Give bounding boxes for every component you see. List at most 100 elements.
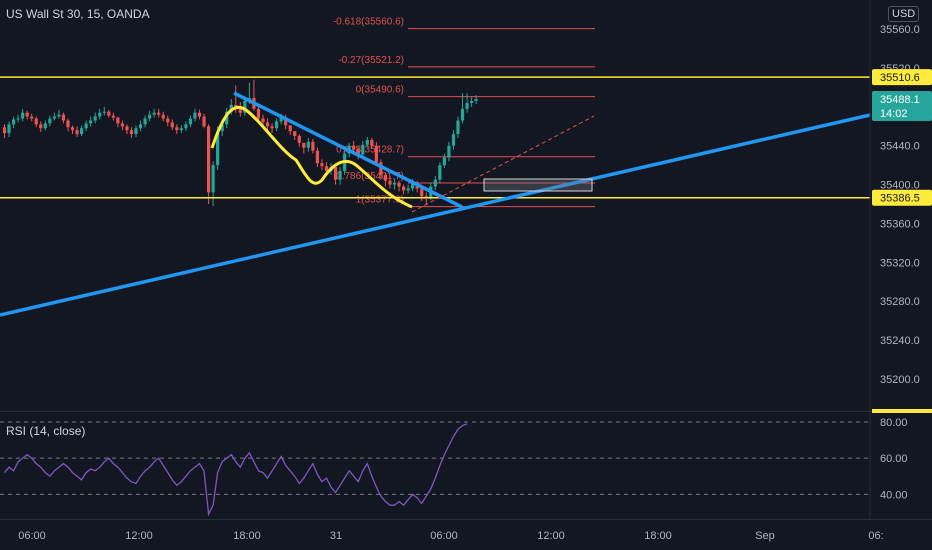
candle-body (338, 170, 342, 180)
candle-body (302, 142, 306, 148)
price-tick-label: 35560.0 (880, 24, 920, 36)
drawing-overlays (0, 76, 871, 317)
currency-button[interactable]: USD (888, 6, 920, 22)
candle-body (352, 145, 356, 150)
candle-body (70, 127, 75, 131)
candle-body (211, 165, 215, 193)
wave-curve (210, 105, 413, 209)
candle-body (179, 128, 183, 131)
candle-body (438, 165, 442, 180)
candle-body (279, 117, 283, 122)
candle-body (397, 182, 401, 187)
rsi-tick-label: 40.00 (880, 489, 908, 501)
candle-body (275, 121, 279, 129)
price-axis[interactable]: 35560.035520.035480.035440.035400.035360… (0, 0, 932, 520)
candle-body (383, 174, 388, 181)
symbol-title[interactable]: US Wall St 30, 15, OANDA (6, 7, 150, 21)
candle-body (238, 108, 242, 113)
candle-body (66, 120, 70, 128)
candle-body (52, 116, 56, 119)
candle-body (406, 188, 410, 191)
candle-body (315, 150, 320, 164)
price-badge-label: 35386.5 (880, 193, 920, 205)
candle-body (89, 120, 93, 124)
candle-body (392, 182, 397, 185)
rsi-indicator-label[interactable]: RSI (14, close) (6, 424, 86, 438)
fib-level-label: 0(35490.6) (356, 85, 404, 96)
candle-body (256, 108, 261, 119)
candle-body (111, 115, 115, 118)
rsi-line (4, 423, 468, 517)
candle-body (157, 112, 161, 115)
candle-body (11, 119, 16, 125)
candle-body (370, 139, 374, 146)
candle-body (188, 118, 193, 125)
time-tick-label: 18:00 (233, 530, 261, 542)
candle-body (7, 124, 11, 134)
time-tick-label: 18:00 (644, 530, 672, 542)
candle-body (474, 99, 478, 102)
candle-body (116, 117, 120, 124)
candle-body (465, 102, 469, 109)
candle-body (374, 145, 378, 163)
fib-level-label: -0.618(35560.6) (333, 17, 404, 28)
time-tick-label: 06: (868, 530, 883, 542)
candle-body (470, 101, 474, 103)
candle-body (57, 114, 61, 117)
candle-body (161, 114, 165, 119)
candle-body (401, 186, 406, 191)
candle-body (265, 122, 270, 127)
candle-body (170, 122, 174, 128)
candle-body (84, 123, 88, 129)
candle-body (16, 118, 20, 120)
time-tick-label: 12:00 (125, 530, 153, 542)
candle-body (451, 134, 456, 146)
candle-body (134, 128, 138, 135)
candle-body (129, 130, 134, 135)
candle-body (125, 126, 129, 131)
time-tick-label: Sep (755, 530, 775, 542)
candle-body (39, 124, 43, 129)
price-tick-label: 35400.0 (880, 180, 920, 192)
candle-body (288, 125, 292, 132)
time-tick-label: 12:00 (537, 530, 565, 542)
candle-body (420, 188, 424, 197)
candle-body (460, 108, 465, 121)
price-tick-label: 35360.0 (880, 218, 920, 230)
price-tick-label: 35440.0 (880, 141, 920, 153)
ascending-trendline (0, 113, 871, 317)
candle-body (270, 126, 274, 129)
candle-body (442, 157, 446, 166)
candle-body (75, 130, 79, 135)
candle-body (261, 118, 265, 123)
time-tick-label: 06:00 (430, 530, 458, 542)
price-badges: 35510.6 35488.1 14:02 35386.5 (872, 69, 932, 413)
price-badge-label: 35488.1 (880, 94, 920, 106)
candle-body (365, 139, 369, 145)
candle-body (98, 112, 102, 117)
candle-body (379, 162, 383, 175)
candle-body (324, 166, 329, 171)
candle-body (356, 149, 360, 155)
rsi-series (4, 423, 468, 517)
candle-body (152, 112, 156, 115)
candle-body (225, 111, 229, 125)
rsi-tick-label: 80.00 (880, 417, 908, 429)
time-axis[interactable]: 06:00 12:00 18:00 31 06:00 12:00 18:00 Sep 06: (18, 530, 883, 542)
candle-body (184, 124, 188, 129)
price-tick-label: 35320.0 (880, 257, 920, 269)
candle-body (61, 114, 66, 121)
candle-body (34, 118, 38, 125)
candle-body (193, 112, 197, 119)
candle-body (447, 145, 451, 158)
candle-body (175, 127, 179, 131)
candlestick-series (2, 79, 478, 206)
candle-body (456, 120, 460, 135)
fib-level-label: 0.618(35428.7) (336, 145, 404, 156)
rsi-levels (0, 421, 870, 495)
price-tick-label: 35200.0 (880, 374, 920, 386)
fib-level-label: -0.27(35521.2) (338, 55, 404, 66)
time-tick-label: 31 (330, 530, 342, 542)
candle-body (320, 163, 324, 167)
